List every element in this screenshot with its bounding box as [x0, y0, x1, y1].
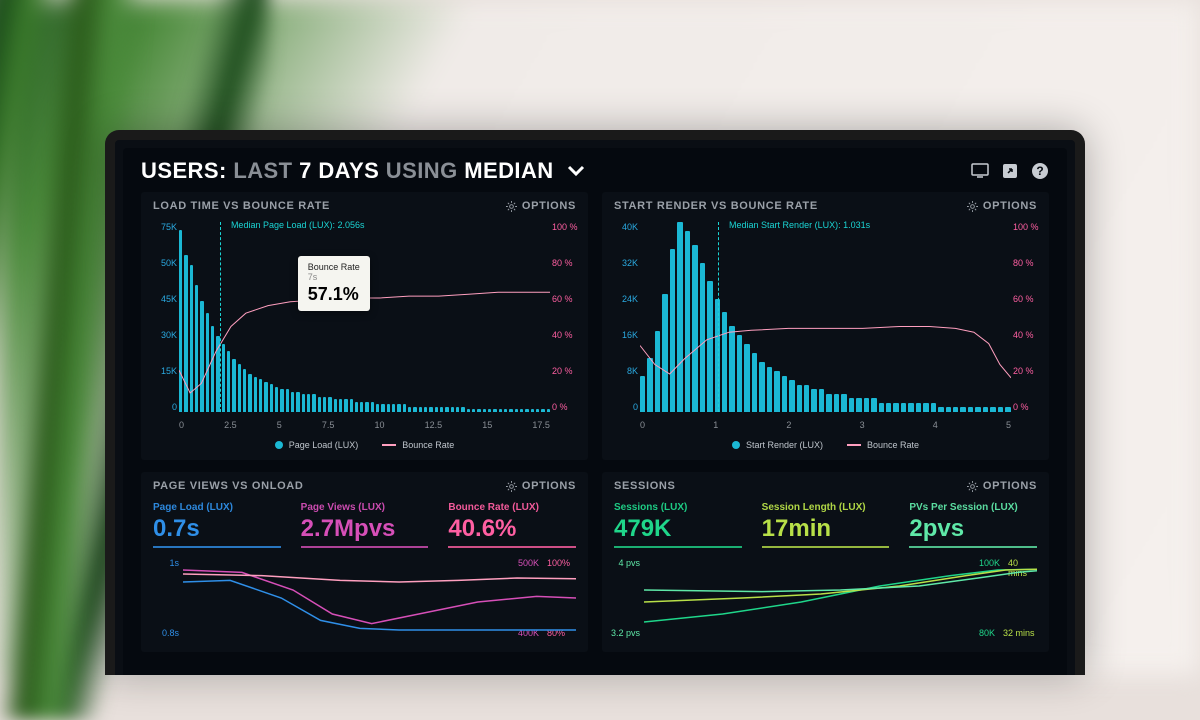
mini-chart: 4 pvs3.2 pvs 100K40 mins80K32 mins [644, 558, 1037, 638]
panel-pageviews-onload: PAGE VIEWS VS ONLOAD OPTIONS Page Load (… [141, 472, 588, 652]
title-dim2: USING [386, 158, 458, 183]
gear-icon [967, 481, 978, 492]
legend-dot-icon [275, 441, 283, 449]
legend-dot-icon [732, 441, 740, 449]
page-title[interactable]: USERS: LAST 7 DAYS USING MEDIAN [141, 158, 586, 184]
options-button[interactable]: OPTIONS [506, 480, 576, 492]
header-bar: USERS: LAST 7 DAYS USING MEDIAN ? [123, 148, 1067, 192]
panel-title: START RENDER VS BOUNCE RATE [614, 200, 818, 212]
options-button[interactable]: OPTIONS [967, 200, 1037, 212]
gear-icon [506, 481, 517, 492]
laptop-frame: USERS: LAST 7 DAYS USING MEDIAN ? LOAD T… [105, 130, 1085, 675]
y-axis-left: 75K50K45K30K15K0 [143, 222, 177, 412]
stats-row: Sessions (LUX)479KSession Length (LUX)17… [602, 496, 1049, 552]
mini-y-left: 4 pvs3.2 pvs [610, 558, 640, 638]
chart-legend: Page Load (LUX) Bounce Rate [141, 436, 588, 460]
bounce-rate-line [640, 222, 1011, 412]
options-label: OPTIONS [983, 480, 1037, 492]
chart-startrender: 40K32K24K16K8K0 100 %80 %60 %40 %20 %0 %… [602, 216, 1049, 436]
top-panels-row: LOAD TIME VS BOUNCE RATE OPTIONS 75K50K4… [123, 192, 1067, 460]
x-axis: 02.557.51012.51517.5 [179, 420, 550, 430]
gear-icon [506, 201, 517, 212]
svg-text:?: ? [1036, 164, 1043, 178]
bounce-rate-line [179, 222, 550, 412]
chart-legend: Start Render (LUX) Bounce Rate [602, 436, 1049, 460]
title-dim1: LAST [233, 158, 292, 183]
y-axis-right: 100 %80 %60 %40 %20 %0 % [1013, 222, 1047, 412]
chevron-down-icon[interactable] [566, 158, 586, 184]
mini-lines [644, 558, 1037, 638]
mini-chart: 1s0.8s 500K100%400K80% [183, 558, 576, 638]
mini-y-left: 1s0.8s [149, 558, 179, 638]
chart-loadtime: 75K50K45K30K15K0 100 %80 %60 %40 %20 %0 … [141, 216, 588, 436]
plot-area: Median Page Load (LUX): 2.056s Bounce Ra… [179, 222, 550, 412]
panel-title: LOAD TIME VS BOUNCE RATE [153, 200, 330, 212]
options-label: OPTIONS [522, 200, 576, 212]
options-button[interactable]: OPTIONS [967, 480, 1037, 492]
median-marker-label: Median Page Load (LUX): 2.056s [231, 220, 365, 230]
stats-row: Page Load (LUX)0.7sPage Views (LUX)2.7Mp… [141, 496, 588, 552]
plot-area: Median Start Render (LUX): 1.031s [640, 222, 1011, 412]
panel-startrender-bouncerate: START RENDER VS BOUNCE RATE OPTIONS 40K3… [602, 192, 1049, 460]
monitor-icon[interactable] [971, 162, 989, 180]
legend-item: Bounce Rate [402, 440, 454, 450]
gear-icon [967, 201, 978, 212]
bottom-panels-row: PAGE VIEWS VS ONLOAD OPTIONS Page Load (… [123, 472, 1067, 652]
tooltip-sub: 7s [308, 272, 360, 282]
header-actions: ? [971, 162, 1049, 180]
legend-line-icon [382, 444, 396, 446]
options-button[interactable]: OPTIONS [506, 200, 576, 212]
mini-lines [183, 558, 576, 638]
options-label: OPTIONS [983, 200, 1037, 212]
median-marker [718, 222, 719, 412]
y-axis-left: 40K32K24K16K8K0 [604, 222, 638, 412]
legend-item: Bounce Rate [867, 440, 919, 450]
share-icon[interactable] [1001, 162, 1019, 180]
tooltip: Bounce Rate 7s 57.1% [298, 256, 370, 311]
tooltip-value: 57.1% [308, 284, 360, 305]
title-aggregation: MEDIAN [464, 158, 553, 183]
median-marker-label: Median Start Render (LUX): 1.031s [729, 220, 870, 230]
panel-loadtime-bouncerate: LOAD TIME VS BOUNCE RATE OPTIONS 75K50K4… [141, 192, 588, 460]
options-label: OPTIONS [522, 480, 576, 492]
help-icon[interactable]: ? [1031, 162, 1049, 180]
y-axis-right: 100 %80 %60 %40 %20 %0 % [552, 222, 586, 412]
panel-sessions: SESSIONS OPTIONS Sessions (LUX)479KSessi… [602, 472, 1049, 652]
dashboard-screen: USERS: LAST 7 DAYS USING MEDIAN ? LOAD T… [123, 148, 1067, 675]
legend-item: Start Render (LUX) [746, 440, 823, 450]
tooltip-label: Bounce Rate [308, 262, 360, 272]
panel-title: SESSIONS [614, 480, 676, 492]
panel-title: PAGE VIEWS VS ONLOAD [153, 480, 304, 492]
title-range: 7 DAYS [299, 158, 379, 183]
x-axis: 012345 [640, 420, 1011, 430]
legend-item: Page Load (LUX) [289, 440, 359, 450]
legend-line-icon [847, 444, 861, 446]
title-prefix: USERS: [141, 158, 227, 183]
median-marker [220, 222, 221, 412]
